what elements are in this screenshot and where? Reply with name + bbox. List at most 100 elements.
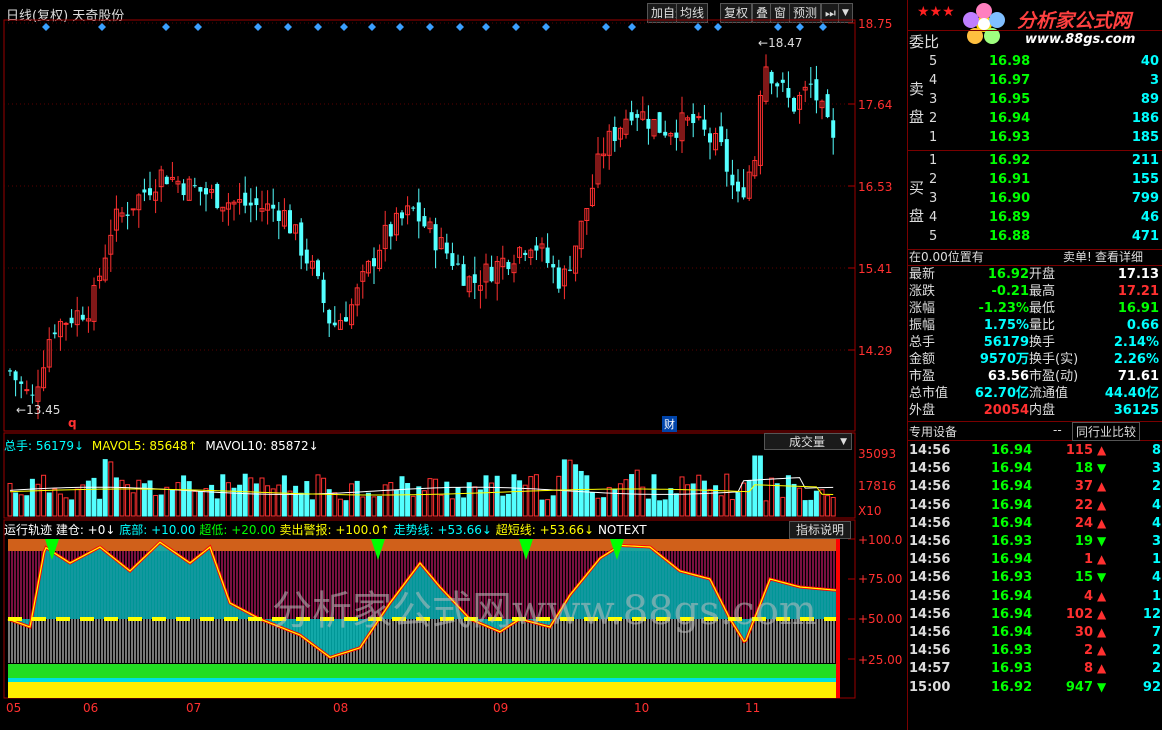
indicator-gray-bar — [98, 619, 100, 663]
tick-row[interactable]: 14:57 16.93 8 ▲ 2 — [909, 660, 1161, 677]
tick-row[interactable]: 14:56 16.93 15 ▼ 4 — [909, 569, 1161, 586]
volume-bar — [7, 482, 13, 517]
tick-row[interactable]: 14:56 16.94 24 ▲ 4 — [909, 515, 1161, 532]
sell-level-row[interactable]: 2 16.94 186 — [929, 110, 1159, 127]
volume-bar — [57, 493, 63, 517]
indicator-edge — [836, 539, 840, 698]
skip-end-icon[interactable]: ⏭ — [821, 3, 840, 23]
volume-dropdown[interactable]: 成交量 ▼ — [764, 433, 852, 450]
adjust-rights-button[interactable]: 复权 — [720, 3, 753, 23]
volume-bar — [477, 489, 483, 517]
x-axis-label: 08 — [333, 701, 349, 715]
candle-body — [646, 118, 651, 129]
volume-bar — [63, 497, 69, 517]
indicator-bg-bar — [74, 539, 76, 619]
buy-level-row[interactable]: 3 16.90 799 — [929, 190, 1159, 207]
candle-body — [736, 181, 740, 192]
volume-bar — [545, 499, 551, 517]
sell-level-row[interactable]: 4 16.97 3 — [929, 72, 1159, 89]
level-price: 16.95 — [989, 92, 1031, 107]
tick-row[interactable]: 15:00 16.92 947 ▼ 92 — [909, 679, 1161, 696]
tick-volume: 1 — [1083, 552, 1093, 568]
stat-label: 内盘 — [1029, 403, 1056, 418]
indicator-bg-bar — [239, 539, 241, 619]
tick-time: 14:56 — [909, 479, 951, 495]
chevron-down-icon[interactable]: ▼ — [838, 3, 853, 23]
tick-row[interactable]: 14:56 16.94 102 ▲ 12 — [909, 606, 1161, 623]
finance-marker[interactable]: 财 — [662, 416, 677, 432]
chart-area[interactable]: 日线(复权) 天奇股份 加自选 均线 复权 叠 窗 预测 ⏭ ▼ 18.75 1… — [0, 0, 906, 730]
price-axis-label: 14.29 — [858, 344, 893, 358]
buy-level-row[interactable]: 5 16.88 471 — [929, 228, 1159, 245]
candle-body — [696, 116, 702, 119]
volume-bar — [741, 482, 747, 517]
indicator-bg-bar — [32, 539, 34, 619]
tick-row[interactable]: 14:56 16.93 2 ▲ 2 — [909, 642, 1161, 659]
tab-compare[interactable]: 同行业比较 — [1072, 422, 1141, 441]
tick-row[interactable]: 14:56 16.94 1 ▲ 1 — [909, 551, 1161, 568]
indicator-bg-bar — [134, 539, 136, 619]
indicator-gray-bar — [257, 619, 259, 663]
tick-row[interactable]: 14:56 16.94 115 ▲ 8 — [909, 442, 1161, 459]
candle-body — [679, 112, 685, 142]
indicator-explain-button[interactable]: 指标说明 — [789, 521, 852, 539]
sell-level-row[interactable]: 1 16.93 185 — [929, 129, 1159, 146]
signal-diamond — [482, 23, 490, 31]
buy-level-row[interactable]: 4 16.89 46 — [929, 209, 1159, 226]
tab-dash[interactable]: -- — [1053, 423, 1062, 437]
tick-row[interactable]: 14:56 16.93 19 ▼ 3 — [909, 533, 1161, 550]
indicator-gray-bar — [68, 619, 70, 663]
tick-time: 14:56 — [909, 552, 951, 568]
sell-level-row[interactable]: 3 16.95 89 — [929, 91, 1159, 108]
tick-row[interactable]: 14:56 16.94 18 ▼ 3 — [909, 460, 1161, 477]
indicator-gray-bar — [41, 619, 43, 663]
volume-bar — [214, 498, 220, 517]
tick-price: 16.93 — [991, 661, 1033, 677]
forecast-button[interactable]: 预测 — [789, 3, 822, 23]
sell-order-link[interactable]: 卖单! — [1063, 250, 1092, 264]
volume-bar — [181, 475, 187, 517]
volume-bar — [365, 492, 371, 517]
tick-count: 2 — [1151, 643, 1161, 659]
moving-average-button[interactable]: 均线 — [676, 3, 709, 23]
volume-bar — [304, 481, 310, 517]
tick-row[interactable]: 14:56 16.94 30 ▲ 7 — [909, 624, 1161, 641]
candle-body — [584, 207, 590, 221]
level-volume: 46 — [1140, 210, 1159, 225]
volume-bar — [130, 492, 136, 517]
view-detail-link[interactable]: 查看详细 — [1095, 250, 1144, 264]
candle-body — [63, 322, 69, 325]
indicator-bg-bar — [149, 539, 151, 619]
buy-level-row[interactable]: 2 16.91 155 — [929, 171, 1159, 188]
candle-body — [299, 222, 304, 256]
candle-body — [198, 187, 203, 192]
window-button[interactable]: 窗 — [770, 3, 791, 23]
candle-body — [472, 274, 477, 283]
sell-level-row[interactable]: 5 16.98 40 — [929, 53, 1159, 70]
indicator-gray-bar — [833, 619, 835, 663]
indicator-bg-bar — [209, 539, 211, 619]
tick-price: 16.94 — [991, 479, 1033, 495]
buy-level-row[interactable]: 1 16.92 211 — [929, 152, 1159, 169]
tick-row[interactable]: 14:56 16.94 22 ▲ 4 — [909, 497, 1161, 514]
volume-bar — [561, 459, 567, 517]
candle-body — [142, 189, 147, 193]
tick-row[interactable]: 14:56 16.94 4 ▲ 1 — [909, 588, 1161, 605]
stat-label: 总市值 — [909, 386, 949, 401]
signal-diamond — [426, 23, 434, 31]
arrow-down-icon: ▼ — [1097, 461, 1107, 476]
tick-row[interactable]: 14:56 16.94 37 ▲ 2 — [909, 478, 1161, 495]
candle-body — [769, 71, 774, 84]
tab-device[interactable]: 专用设备 — [909, 425, 958, 439]
indicator-gray-bar — [818, 619, 820, 663]
indicator-gray-bar — [74, 619, 76, 663]
indicator-bg-bar — [104, 539, 106, 619]
volume-bar — [203, 488, 209, 517]
volume-bar — [399, 476, 405, 517]
volume-bar — [449, 498, 455, 517]
indicator-bg-bar — [68, 539, 70, 619]
indicator-bg-bar — [17, 539, 19, 619]
overlay-button[interactable]: 叠 — [752, 3, 773, 23]
stat-value: 2.14% — [1113, 335, 1159, 350]
buy-label-1: 买 — [909, 179, 925, 197]
